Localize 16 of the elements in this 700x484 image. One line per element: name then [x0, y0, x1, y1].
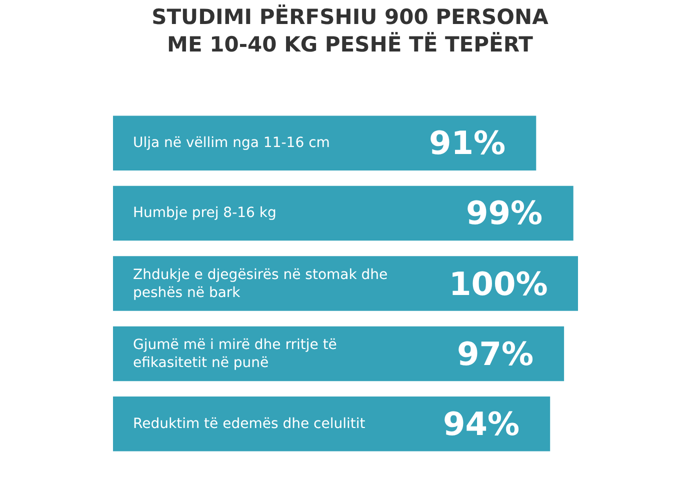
bar: [113, 186, 574, 241]
data-label: 100%: [449, 265, 548, 303]
y-tick-label: Zhdukje e djegësirës në stomak dhe peshës në bark: [133, 267, 388, 302]
data-label: 94%: [443, 405, 520, 443]
bar: [113, 116, 536, 170]
bar: [113, 326, 564, 382]
bar: [113, 396, 550, 452]
chart-title: STUDIMI PËRFSHIU 900 PERSONA ME 10-40 KG PESHË TË TEPËRT: [152, 4, 550, 56]
bar: [113, 256, 578, 311]
y-tick-label: Ulja në vëllim nga 11-16 cm: [133, 135, 330, 151]
y-tick-label: Gjumë më i mirë dhe rritje të efikasitetit në punë: [133, 337, 337, 372]
data-label: 97%: [457, 335, 534, 373]
y-tick-label: Humbje prej 8-16 kg: [133, 205, 276, 221]
data-label: 91%: [429, 124, 506, 162]
y-tick-label: Reduktim të edemës dhe celulitit: [133, 416, 366, 432]
data-label: 99%: [466, 194, 543, 232]
